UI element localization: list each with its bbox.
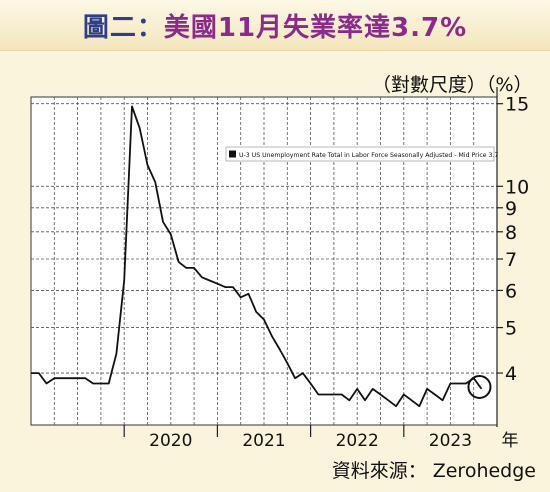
legend-box [225,146,495,162]
legend-swatch [229,150,236,158]
y-tick-label: 15 [505,94,529,116]
y-tick-label: 10 [505,176,529,198]
y-tick-label: 6 [505,280,517,302]
x-axis-label: 年 [502,431,519,451]
page-title: 美國11月失業率達3.7% [163,12,468,43]
y-tick-label: 5 [505,318,517,340]
y-tick-label: 8 [505,222,517,244]
figure-number: 圖二： [82,12,164,43]
plot-area [30,96,498,426]
y-axis-unit-label: （對數尺度）（%） [372,74,533,96]
legend-entry: U-3 US Unemployment Rate Total in Labor … [239,152,498,159]
y-tick-label: 9 [505,198,517,220]
x-tick-label: 2022 [336,431,379,451]
x-tick-label: 2021 [242,431,285,451]
y-tick-label: 7 [505,249,517,271]
y-tick-label: 4 [505,363,517,385]
title-bar: 圖二： 美國11月失業率達3.7% [0,0,550,51]
latest-value-highlight-circle [467,374,492,399]
x-tick-label: 2020 [149,431,192,451]
unemployment-series-line [31,105,483,408]
source-note: 資料來源： Zerohedge [331,460,536,482]
x-tick-label: 2023 [429,431,472,451]
